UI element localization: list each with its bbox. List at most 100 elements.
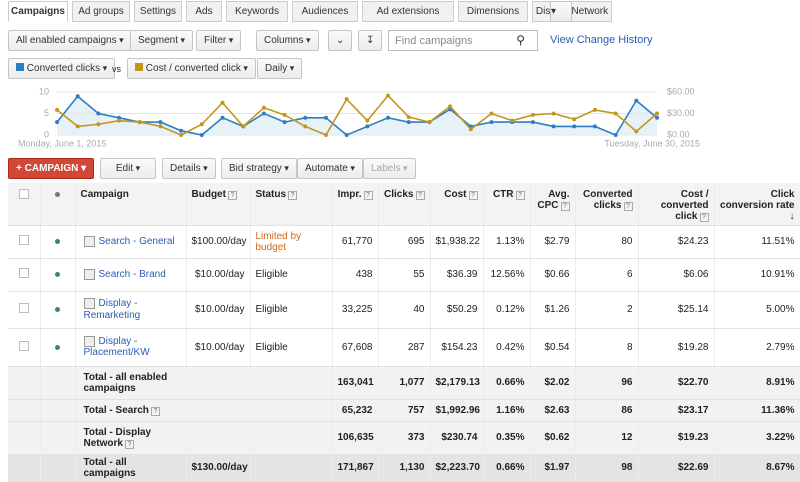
cell: Search - Brand [75, 258, 187, 292]
total-cell: $2.02 [530, 366, 576, 400]
cell-text: 40 [413, 304, 425, 315]
columns-button[interactable]: Columns [256, 30, 319, 51]
column-header[interactable]: Budget? [186, 183, 251, 226]
scope-dropdown[interactable]: All enabled campaigns [8, 30, 132, 51]
column-header[interactable]: Status? [250, 183, 333, 226]
new-campaign-button[interactable]: + CAMPAIGN ▾ [8, 158, 95, 179]
total-text: 1,130 [399, 462, 425, 473]
status-text: Eligible [255, 341, 288, 353]
cell: $25.14 [638, 291, 715, 329]
metric2-dropdown[interactable]: Cost / converted click [127, 58, 256, 79]
tab[interactable]: Campaigns [8, 1, 68, 22]
campaign-icon [83, 298, 99, 310]
metric1-dropdown[interactable]: Converted clicks [8, 58, 116, 79]
cell: 61,770 [332, 225, 379, 259]
y-tick-label: 10 [39, 86, 49, 96]
point [592, 124, 597, 129]
campaign-row: Search - General $100.00/day Limited by bu… [8, 225, 800, 259]
point [117, 115, 122, 120]
tab[interactable]: Settings [134, 1, 182, 22]
column-header[interactable]: Campaign [75, 183, 187, 226]
campaign-link[interactable]: Search - Brand [98, 269, 166, 281]
checkbox[interactable] [18, 189, 29, 199]
search-icon[interactable]: ⚲ [516, 33, 525, 47]
tab[interactable]: Audiences [292, 1, 358, 22]
swatch [135, 63, 143, 71]
column-header[interactable]: Impr.? [332, 183, 379, 226]
row-select [8, 328, 41, 367]
period-dropdown[interactable]: Daily [257, 58, 303, 79]
campaign-link[interactable]: Search - General [98, 236, 175, 248]
chart-toggle[interactable]: ⌄ [328, 30, 352, 51]
tab[interactable]: Display Network [532, 1, 612, 22]
campaign-link[interactable]: Display - Remarketing [83, 298, 141, 321]
row-select [8, 258, 41, 292]
blank [40, 454, 76, 482]
column-header[interactable]: Converted clicks? [575, 183, 639, 226]
total-cell: 1.16% [483, 399, 531, 422]
cell-text: $0.54 [544, 341, 570, 353]
point [323, 133, 328, 137]
cell: 5.00% [714, 291, 800, 329]
total-cell: 373 [378, 421, 431, 455]
point [220, 115, 225, 120]
checkbox[interactable] [18, 303, 29, 313]
cell: $1,938.22 [430, 225, 484, 259]
edit-button[interactable]: Edit [100, 158, 156, 179]
help-icon: ? [515, 191, 525, 200]
tab[interactable]: Ad extensions [362, 1, 454, 22]
total-text: $2,179.13 [435, 377, 481, 388]
history-link[interactable]: View Change History [550, 34, 653, 46]
labels-button[interactable]: Labels [363, 158, 416, 179]
column-header[interactable]: Clicks? [378, 183, 431, 226]
tab[interactable]: Keywords [226, 1, 288, 22]
total-cell: $22.69 [638, 454, 715, 482]
total-cell: 98 [575, 454, 639, 482]
header-text: Status [255, 189, 287, 200]
tab[interactable]: Ad groups [72, 1, 130, 22]
line [56, 95, 658, 137]
point [179, 133, 184, 137]
header-text: Avg. CPC [537, 189, 570, 211]
cell-text: $25.14 [677, 304, 709, 315]
total-text: $23.17 [677, 404, 709, 416]
total-text: 12 [621, 432, 633, 443]
cell-text: 33,225 [341, 304, 373, 315]
checkbox[interactable] [18, 235, 29, 245]
tab[interactable]: Ads [186, 1, 222, 22]
column-header[interactable]: Click conversion rate ↓ [714, 183, 800, 226]
status-dot-header [40, 183, 76, 226]
column-header[interactable]: Cost / converted click? [638, 183, 715, 226]
column-header[interactable]: Avg. CPC? [530, 183, 576, 226]
cell: $154.23 [430, 328, 484, 367]
search-input[interactable]: Find campaigns ⚲ [388, 30, 538, 51]
cell-text: 10.91% [760, 269, 795, 280]
checkbox[interactable] [18, 268, 29, 278]
cell: $2.79 [530, 225, 576, 259]
checkbox[interactable] [18, 340, 29, 351]
segment-button[interactable]: Segment [130, 30, 194, 51]
total-text: $22.70 [677, 377, 709, 388]
total-cell: 757 [378, 399, 431, 422]
cell: 40 [378, 291, 431, 329]
column-header[interactable]: Cost? [430, 183, 484, 226]
total-row: Total - all campaigns $130.00/day 171,867 1… [8, 454, 800, 482]
bid-strategy-button[interactable]: Bid strategy [221, 158, 297, 179]
point [634, 98, 639, 103]
details-button[interactable]: Details [162, 158, 216, 179]
download-button[interactable]: ↧ [358, 30, 382, 51]
header-text: Click conversion rate [720, 189, 795, 211]
blank [40, 421, 76, 455]
x-tick-label: Tuesday, June 30, 2015 [604, 138, 700, 148]
column-header[interactable]: CTR? [483, 183, 531, 226]
total-text: 86 [621, 404, 633, 416]
campaign-link[interactable]: Display - Placement/KW [83, 336, 150, 359]
filter-button[interactable]: Filter [196, 30, 242, 51]
tab[interactable]: Dimensions [458, 1, 528, 22]
more-tabs[interactable]: ▾ [550, 1, 572, 22]
automate-button[interactable]: Automate [297, 158, 363, 179]
total-text: $2.63 [544, 404, 570, 416]
point [96, 122, 101, 127]
line [56, 94, 658, 137]
dot [55, 192, 60, 197]
